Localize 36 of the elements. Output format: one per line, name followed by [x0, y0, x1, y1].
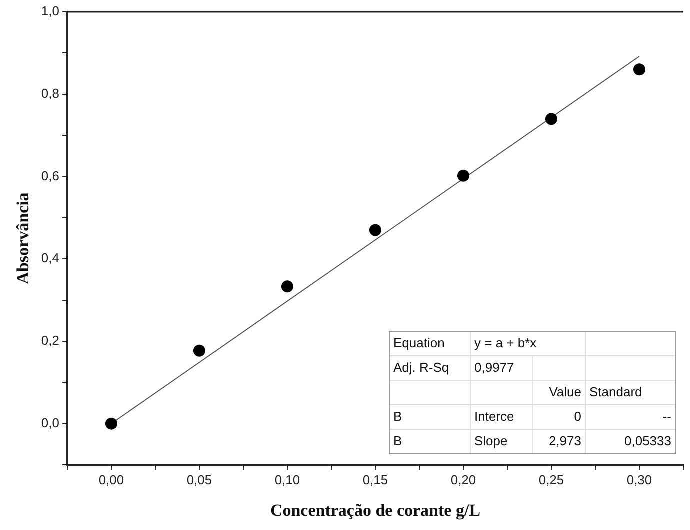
y-tick-label: 0,4 [41, 250, 60, 266]
x-tick-label: 0,15 [362, 472, 388, 488]
point [457, 170, 470, 182]
x-tick-label: 0,05 [186, 472, 212, 488]
annotation: 0,9977 [474, 360, 514, 375]
annotation: Interce [474, 408, 514, 424]
annotation: -- [662, 408, 672, 424]
y-tick-label: 0,8 [41, 86, 60, 101]
y-tick-label: 1,0 [41, 4, 60, 19]
annotation: 0,05333 [624, 433, 672, 448]
y-tick-label: 0,0 [41, 415, 60, 430]
point [281, 280, 294, 293]
x-axis-title: Concentração de corante g/L [270, 501, 481, 520]
point [193, 344, 206, 357]
annotation: B [394, 408, 402, 424]
annotation: y = a + b*x [474, 335, 538, 350]
annotation: 2,973 [548, 433, 582, 448]
point [634, 64, 646, 76]
y-axis-title: Absorvância [14, 192, 33, 284]
point [545, 113, 558, 126]
point [369, 224, 382, 236]
y-tick-label: 0,2 [41, 333, 60, 348]
x-tick-label: 0,25 [538, 472, 564, 488]
annotation: B [394, 433, 402, 448]
annotation: Standard [590, 384, 642, 400]
annotation: 0 [574, 408, 582, 424]
annotation: Adj. R-Sq [394, 360, 450, 375]
annotation: Value [549, 384, 582, 400]
annotation: Slope [474, 433, 508, 448]
x-tick-label: 0,10 [274, 472, 300, 488]
y-tick-label: 0,6 [41, 168, 60, 184]
x-tick-label: 0,00 [98, 472, 124, 488]
x-tick-label: 0,30 [626, 472, 652, 488]
point [105, 418, 118, 430]
x-tick-label: 0,20 [450, 472, 476, 488]
annotation: Equation [394, 335, 445, 350]
